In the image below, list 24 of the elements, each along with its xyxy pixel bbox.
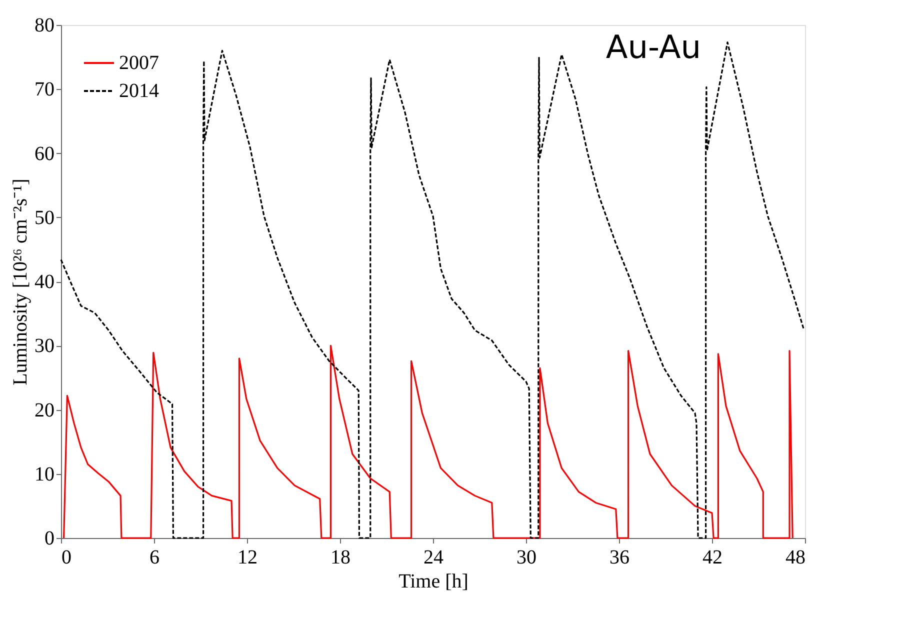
y-tick-label: 50 — [34, 206, 54, 229]
legend-label: 2007 — [119, 52, 159, 74]
x-axis-title: Time [h] — [398, 570, 468, 592]
x-tick-label: 18 — [330, 546, 350, 568]
x-tick-label: 48 — [786, 546, 806, 568]
annotation: Au-Au — [606, 28, 701, 66]
y-tick-label: 40 — [34, 271, 54, 293]
y-tick-label: 80 — [34, 14, 54, 36]
y-axis-title: Luminosity [10²⁶ cm⁻²s⁻¹] — [10, 178, 32, 386]
line-series — [62, 344, 794, 539]
y-tick-label: 20 — [34, 399, 54, 422]
x-tick-label: 36 — [610, 546, 630, 568]
y-tick-label: 60 — [34, 142, 54, 165]
x-tick-label: 0 — [62, 546, 72, 568]
y-tick-label: 70 — [34, 78, 54, 101]
x-tick-label: 30 — [516, 546, 536, 568]
x-tick-label: 24 — [424, 546, 444, 568]
y-tick-label: 30 — [34, 335, 54, 358]
legend-label: 2014 — [119, 80, 159, 102]
x-tick-label: 6 — [150, 546, 160, 568]
x-tick-label: 42 — [702, 546, 722, 568]
x-tick-label: 12 — [238, 546, 258, 568]
y-tick-label: 0 — [44, 528, 54, 550]
y-tick-label: 10 — [34, 463, 54, 486]
